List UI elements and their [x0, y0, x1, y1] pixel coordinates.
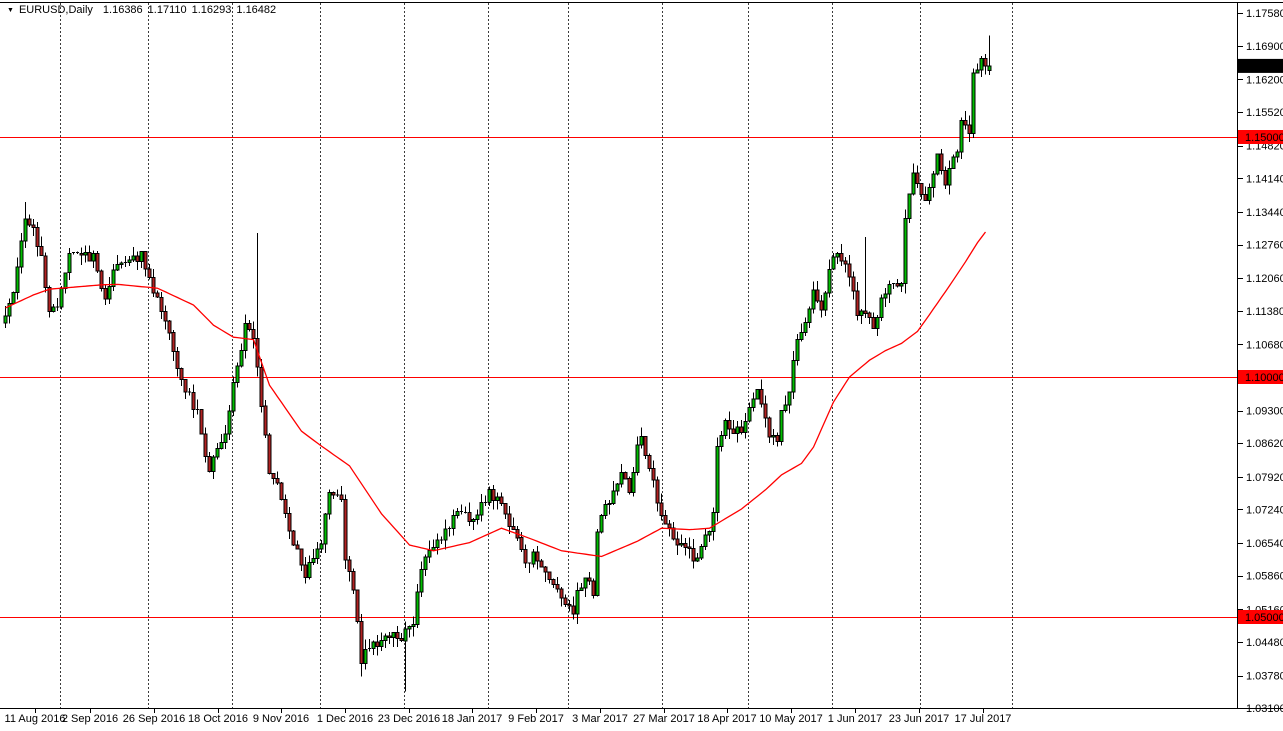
- svg-text:1.16900: 1.16900: [1246, 41, 1283, 53]
- moving-average-line[interactable]: [5, 231, 987, 558]
- svg-text:1 Jun 2017: 1 Jun 2017: [828, 713, 882, 725]
- svg-text:1.12060: 1.12060: [1246, 273, 1283, 285]
- svg-text:1.14140: 1.14140: [1246, 173, 1283, 185]
- svg-text:1.05000: 1.05000: [1245, 612, 1283, 624]
- svg-text:10 May 2017: 10 May 2017: [759, 713, 823, 725]
- svg-text:1.04480: 1.04480: [1246, 637, 1283, 649]
- svg-text:1.11380: 1.11380: [1246, 306, 1283, 318]
- ohlc-open-value: 1.16386: [102, 4, 143, 16]
- svg-text:18 Jan 2017: 18 Jan 2017: [442, 713, 503, 725]
- svg-text:18 Oct 2016: 18 Oct 2016: [188, 713, 248, 725]
- svg-text:1.10680: 1.10680: [1246, 339, 1283, 351]
- svg-text:1.15000: 1.15000: [1245, 132, 1283, 144]
- svg-text:26 Sep 2016: 26 Sep 2016: [123, 713, 185, 725]
- svg-text:1 Dec 2016: 1 Dec 2016: [317, 713, 373, 725]
- svg-text:3 Mar 2017: 3 Mar 2017: [572, 713, 628, 725]
- svg-text:27 Mar 2017: 27 Mar 2017: [633, 713, 695, 725]
- svg-text:1.06540: 1.06540: [1246, 538, 1283, 550]
- svg-text:1.16482: 1.16482: [1245, 61, 1283, 73]
- chart-frame: [0, 2, 1283, 709]
- svg-text:1.12760: 1.12760: [1246, 240, 1283, 252]
- svg-text:23 Jun 2017: 23 Jun 2017: [889, 713, 950, 725]
- horizontal-level-lines[interactable]: [0, 137, 1237, 618]
- svg-text:1.05860: 1.05860: [1246, 571, 1283, 583]
- ohlc-low-value: 1.16293: [191, 4, 232, 16]
- svg-text:18 Apr 2017: 18 Apr 2017: [697, 713, 756, 725]
- svg-text:9 Feb 2017: 9 Feb 2017: [508, 713, 564, 725]
- symbol-readout: ▼ EURUSD,Daily 1.16386 1.17110 1.16293 1…: [7, 4, 281, 16]
- svg-text:9 Nov 2016: 9 Nov 2016: [253, 713, 309, 725]
- price-axis[interactable]: 1.175801.169001.162001.155201.148201.141…: [1238, 8, 1283, 715]
- svg-text:1.13440: 1.13440: [1246, 207, 1283, 219]
- svg-text:17 Jul 2017: 17 Jul 2017: [955, 713, 1012, 725]
- svg-text:1.15520: 1.15520: [1246, 107, 1283, 119]
- svg-text:1.09300: 1.09300: [1246, 406, 1283, 418]
- level-price-boxes: 1.15000 1.10000 1.05000: [1238, 130, 1283, 624]
- symbol-dropdown-icon[interactable]: ▼: [7, 6, 14, 14]
- ohlc-close-value: 1.16482: [236, 4, 277, 16]
- svg-text:11 Aug 2016: 11 Aug 2016: [5, 713, 66, 725]
- current-price-box: 1.16482: [1238, 58, 1283, 73]
- svg-text:23 Dec 2016: 23 Dec 2016: [378, 713, 440, 725]
- symbol-period-label: EURUSD,Daily: [18, 4, 93, 16]
- svg-text:1.10000: 1.10000: [1245, 372, 1283, 384]
- candles-group: [3, 35, 992, 692]
- ohlc-high-value: 1.17110: [147, 4, 187, 16]
- svg-text:1.03780: 1.03780: [1246, 671, 1283, 683]
- svg-text:1.03100: 1.03100: [1246, 703, 1283, 715]
- svg-text:1.17580: 1.17580: [1246, 8, 1283, 20]
- svg-text:1.08620: 1.08620: [1246, 438, 1283, 450]
- svg-text:1.07240: 1.07240: [1246, 504, 1283, 516]
- svg-text:2 Sep 2016: 2 Sep 2016: [62, 713, 118, 725]
- svg-text:1.16200: 1.16200: [1246, 74, 1283, 86]
- month-gridlines: [60, 3, 1013, 708]
- svg-text:1.07920: 1.07920: [1246, 472, 1283, 484]
